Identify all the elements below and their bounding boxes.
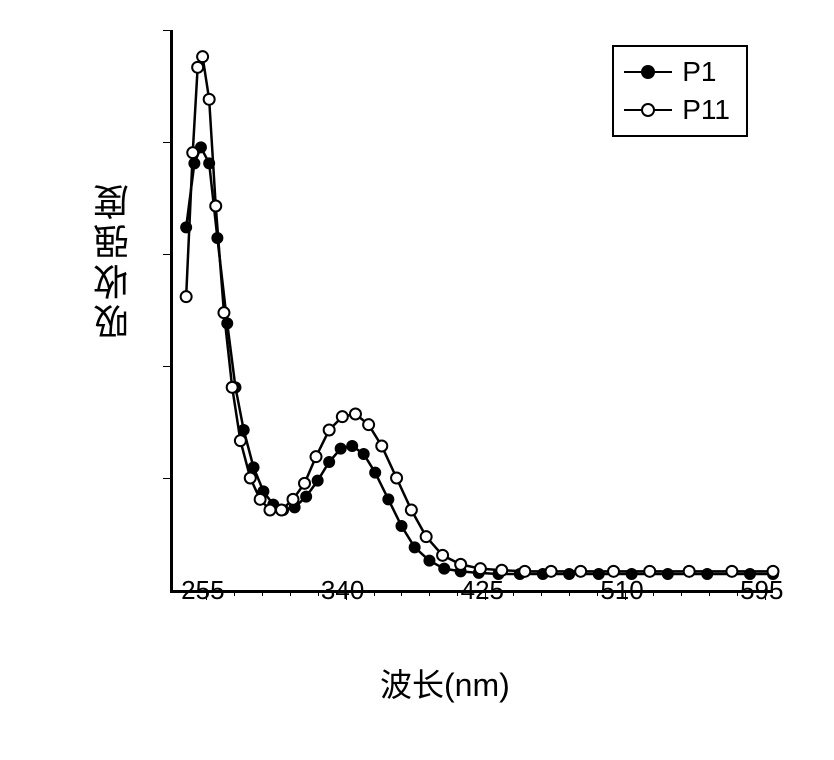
marker-P11 [299,478,310,489]
marker-P1 [335,443,346,454]
marker-P1 [439,563,450,574]
marker-P1 [312,475,323,486]
marker-P11 [187,147,198,158]
chart-container: P1 P11 吸收强度 波长(nm) 255 340 425 510 595 [0,0,834,760]
plot-area: P1 P11 [170,30,773,593]
marker-P11 [455,559,466,570]
x-tick-label: 510 [600,575,643,606]
marker-P11 [192,62,203,73]
x-tick-minor [401,590,402,596]
x-tick-minor [569,590,570,596]
x-tick-minor [597,590,598,596]
x-tick-minor [234,590,235,596]
legend-line-p1 [624,71,672,73]
x-axis-label-text: 波长(nm) [380,667,510,703]
marker-P11 [406,505,417,516]
marker-P11 [726,566,737,577]
marker-P11 [288,494,299,505]
marker-P11 [264,505,275,516]
y-tick [163,366,173,367]
marker-P11 [210,201,221,212]
marker-P11 [324,425,335,436]
y-axis-label: 吸收强度 [88,180,140,340]
marker-P1 [301,491,312,502]
marker-P11 [311,451,322,462]
filled-circle-icon [641,65,655,79]
x-tick-minor [541,590,542,596]
marker-P11 [276,505,287,516]
marker-P1 [222,318,233,329]
legend-item-p11: P11 [624,91,730,129]
y-tick [163,254,173,255]
x-tick-minor [457,590,458,596]
marker-P11 [245,473,256,484]
marker-P11 [519,566,530,577]
marker-P11 [337,411,348,422]
x-tick-label: 595 [740,575,783,606]
marker-P11 [546,566,557,577]
marker-P1 [324,457,335,468]
marker-P1 [383,494,394,505]
marker-P11 [227,382,238,393]
marker-P11 [204,94,215,105]
marker-P1 [358,449,369,460]
x-tick-minor [290,590,291,596]
x-tick-label: 255 [181,575,224,606]
x-tick-minor [681,590,682,596]
marker-P11 [391,473,402,484]
legend-label-p1: P1 [682,56,716,88]
y-tick [163,478,173,479]
marker-P11 [421,531,432,542]
marker-P11 [181,291,192,302]
marker-P11 [363,419,374,430]
open-circle-icon [641,103,655,117]
marker-P1 [424,555,435,566]
x-tick-minor [429,590,430,596]
y-tick [163,142,173,143]
y-tick [163,30,173,31]
legend-label-p11: P11 [682,94,730,126]
marker-P11 [218,307,229,318]
marker-P1 [370,467,381,478]
marker-P11 [437,550,448,561]
marker-P11 [475,563,486,574]
marker-P11 [684,566,695,577]
marker-P11 [575,566,586,577]
legend-line-p11 [624,109,672,111]
x-tick-label: 340 [321,575,364,606]
x-tick-minor [513,590,514,596]
marker-P1 [347,441,358,452]
marker-P11 [255,494,266,505]
x-tick-label: 425 [461,575,504,606]
legend: P1 P11 [612,45,748,137]
x-tick-minor [653,590,654,596]
marker-P11 [376,441,387,452]
x-tick-minor [374,590,375,596]
marker-P1 [409,542,420,553]
x-tick-minor [318,590,319,596]
marker-P1 [396,521,407,532]
x-tick-minor [737,590,738,596]
legend-item-p1: P1 [624,53,730,91]
marker-P11 [235,435,246,446]
marker-P11 [350,409,361,420]
marker-P11 [644,566,655,577]
marker-P11 [197,51,208,62]
x-axis-label: 波长(nm) [380,660,510,706]
x-tick-minor [262,590,263,596]
x-tick-minor [709,590,710,596]
marker-P1 [189,158,200,169]
